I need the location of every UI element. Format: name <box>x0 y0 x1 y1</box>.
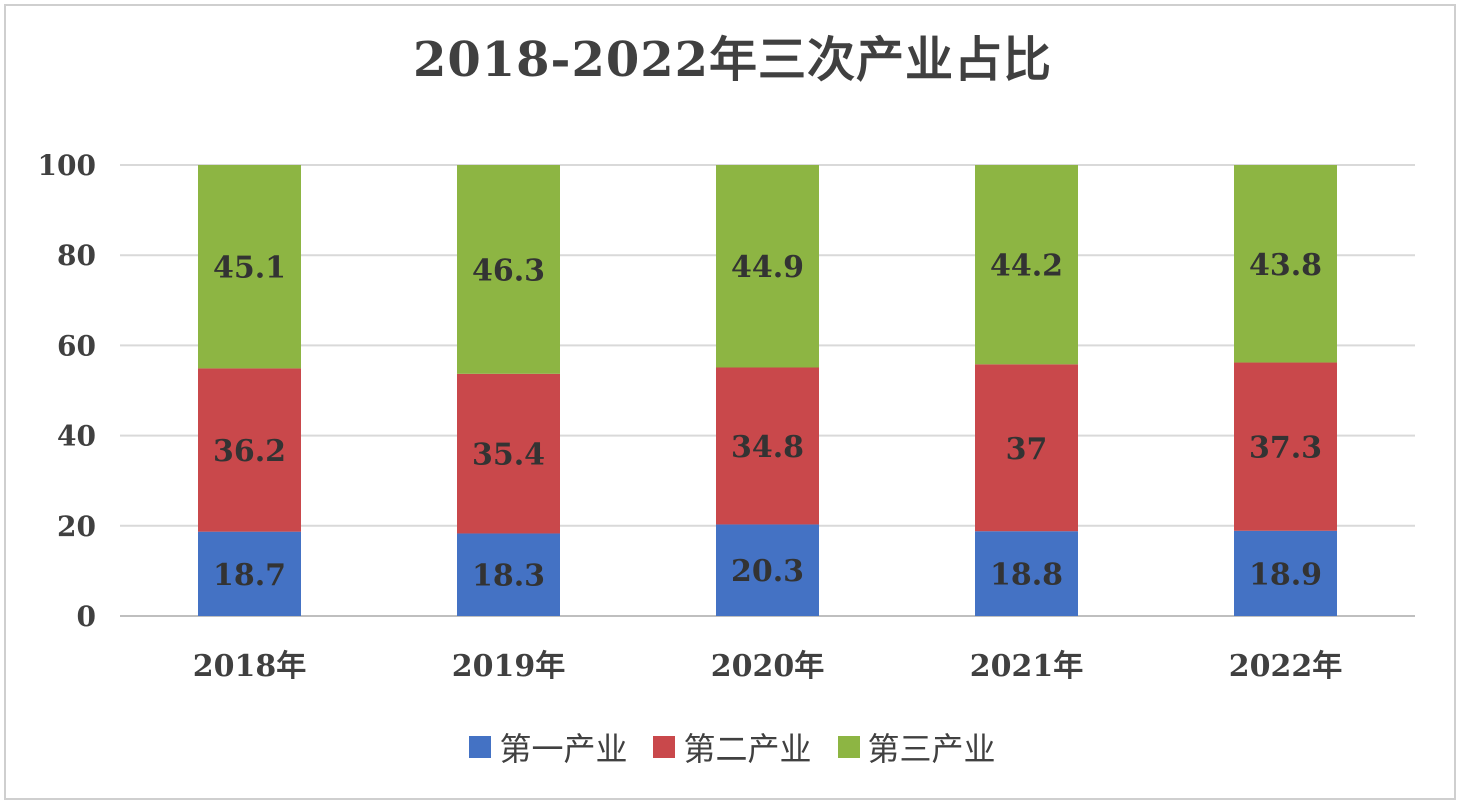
bar-segment <box>457 533 560 616</box>
data-label: 35.4 <box>472 438 545 473</box>
legend-swatch-tertiary <box>837 736 860 758</box>
legend-swatch-primary <box>469 736 492 758</box>
data-label: 18.7 <box>213 558 286 593</box>
legend: 第一产业 第二产业 第三产业 <box>0 724 1465 770</box>
y-tick-label: 80 <box>57 239 96 272</box>
data-label: 34.8 <box>731 430 804 465</box>
legend-item-primary: 第一产业 <box>469 724 627 770</box>
y-tick-label: 40 <box>57 420 96 453</box>
bar-segment <box>1234 165 1337 363</box>
bar-segment <box>198 531 301 616</box>
data-label: 46.3 <box>472 253 545 288</box>
data-label: 20.3 <box>731 554 804 589</box>
data-label: 44.2 <box>990 249 1063 284</box>
data-label: 37 <box>1006 432 1048 467</box>
bar-segment <box>457 373 560 534</box>
data-label: 37.3 <box>1249 431 1322 466</box>
x-tick-label: 2019年 <box>452 649 566 684</box>
bar-segment <box>1234 362 1337 531</box>
legend-swatch-secondary <box>653 736 676 758</box>
bar-segment <box>716 524 819 616</box>
data-label: 43.8 <box>1249 248 1322 283</box>
data-label: 18.9 <box>1249 557 1322 592</box>
data-label: 44.9 <box>731 250 804 285</box>
data-label: 45.1 <box>213 251 286 286</box>
bar-segment <box>975 364 1078 532</box>
legend-item-tertiary: 第三产业 <box>837 724 996 770</box>
legend-label-tertiary: 第三产业 <box>867 730 996 768</box>
legend-label-secondary: 第二产业 <box>683 730 812 768</box>
bar-segment <box>1234 530 1337 616</box>
y-tick-label: 60 <box>57 329 96 362</box>
bar-segment <box>975 531 1078 616</box>
x-tick-label: 2022年 <box>1229 649 1343 684</box>
bar-segment <box>198 368 301 532</box>
x-tick-label: 2021年 <box>970 649 1084 684</box>
x-tick-label: 2018年 <box>193 649 307 684</box>
x-tick-label: 2020年 <box>711 649 825 684</box>
bar-segment <box>975 165 1078 365</box>
bar-segment <box>716 165 819 368</box>
data-label: 18.3 <box>472 559 545 594</box>
bar-segment <box>198 165 301 369</box>
y-tick-label: 0 <box>77 600 96 633</box>
legend-item-secondary: 第二产业 <box>653 724 812 770</box>
data-label: 18.8 <box>990 558 1063 593</box>
bar-segment <box>457 165 560 374</box>
data-label: 36.2 <box>213 434 286 469</box>
legend-label-primary: 第一产业 <box>499 730 628 768</box>
y-tick-label: 100 <box>38 149 96 182</box>
bar-segment <box>716 367 819 525</box>
y-tick-label: 20 <box>57 510 96 543</box>
chart-title: 2018-2022年三次产业占比 <box>412 32 1053 88</box>
